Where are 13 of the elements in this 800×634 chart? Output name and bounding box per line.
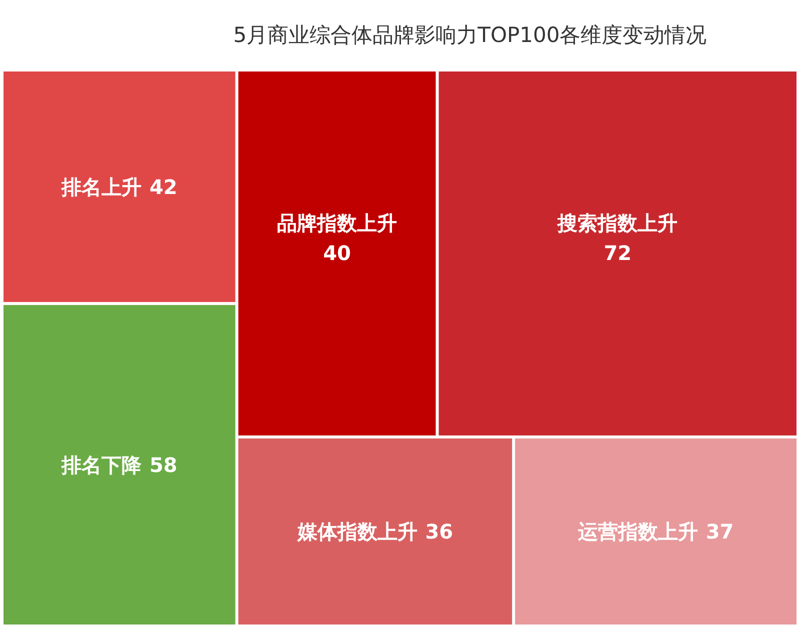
category-label: 排名上升 — [60, 174, 142, 199]
category-label: 媒体指数上升 — [296, 519, 418, 544]
data-label: 72 — [604, 241, 632, 265]
category-label: 搜索指数上升 — [556, 211, 678, 235]
category-label: 运营指数上升 — [576, 519, 698, 544]
text: 5月商业综合体品牌影响力TOP100各维度变动情况 — [233, 23, 707, 47]
data-label: 42 — [149, 174, 178, 199]
data-label: 40 — [323, 241, 351, 265]
category-label: 排名下降 — [60, 452, 142, 477]
data-label: 58 — [149, 452, 178, 477]
data-label: 37 — [706, 519, 734, 544]
category-label: 品牌指数上升 — [277, 211, 398, 235]
data-label: 36 — [425, 519, 454, 544]
